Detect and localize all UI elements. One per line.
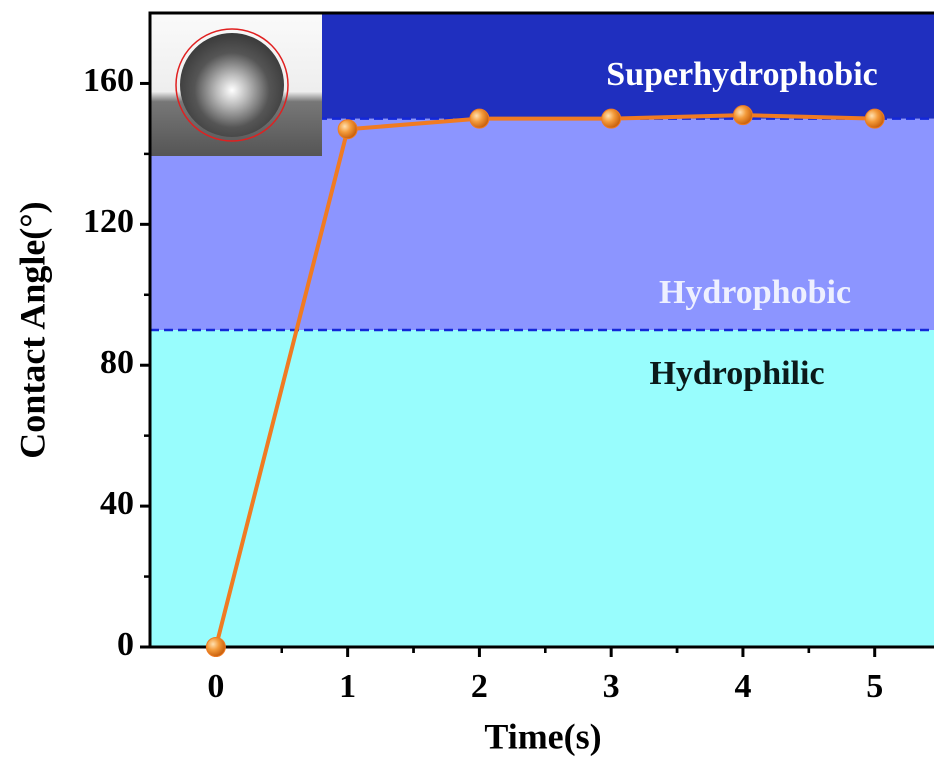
data-point <box>865 109 884 128</box>
page: {"chart_data": {"type": "line", "x_label… <box>0 0 934 765</box>
inset-photo <box>150 13 322 156</box>
region-label: Hydrophilic <box>649 355 824 392</box>
x-tick-label: 0 <box>207 668 224 705</box>
data-point <box>338 120 357 139</box>
y-tick-label: 80 <box>100 344 134 381</box>
chart: Hydrophilic Hydrophobic Superhydrophobic 0… <box>0 0 934 765</box>
region-label: Superhydrophobic <box>606 56 877 93</box>
x-tick-label: 5 <box>866 668 883 705</box>
data-point <box>206 638 225 657</box>
y-tick-label: 160 <box>83 62 134 99</box>
x-tick-label: 4 <box>734 668 751 705</box>
inset-droplet <box>180 33 284 137</box>
data-point <box>733 106 752 125</box>
x-tick-label: 3 <box>603 668 620 705</box>
region-label: Hydrophobic <box>659 274 851 311</box>
data-point <box>470 109 489 128</box>
x-tick-label: 1 <box>339 668 356 705</box>
x-axis-label: Time(s) <box>484 716 601 756</box>
x-tick-label: 2 <box>471 668 488 705</box>
y-axis-label: Contact Angle(°) <box>12 201 52 458</box>
y-tick-label: 120 <box>83 203 134 240</box>
data-point <box>602 109 621 128</box>
y-tick-label: 40 <box>100 485 134 522</box>
y-tick-label: 0 <box>117 626 134 663</box>
